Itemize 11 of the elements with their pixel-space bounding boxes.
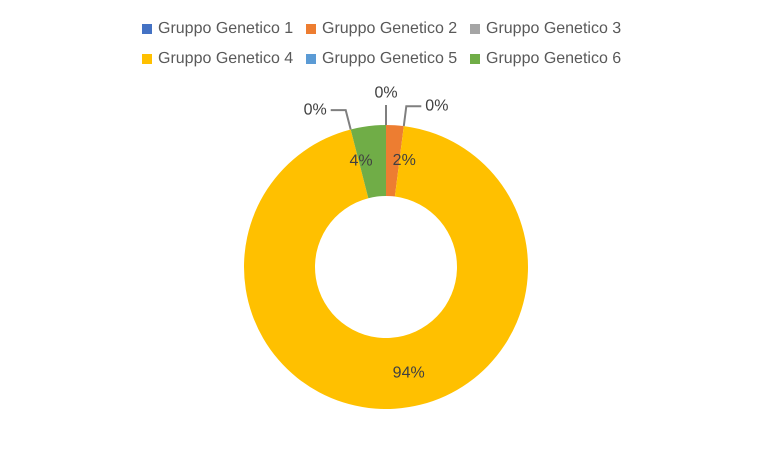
legend-label: Gruppo Genetico 4 — [158, 50, 294, 68]
data-label: 94% — [392, 364, 425, 382]
legend-label: Gruppo Genetico 3 — [486, 20, 622, 38]
text: 0% — [304, 101, 327, 118]
text: 0% — [425, 98, 448, 115]
text: 0% — [374, 84, 398, 102]
legend-label: Gruppo Genetico 1 — [158, 20, 294, 38]
legend-label: Gruppo Genetico 6 — [486, 50, 622, 68]
legend-label: Gruppo Genetico 2 — [322, 20, 458, 38]
legend-label: Gruppo Genetico 5 — [322, 50, 458, 68]
data-label: 2% — [392, 152, 416, 170]
